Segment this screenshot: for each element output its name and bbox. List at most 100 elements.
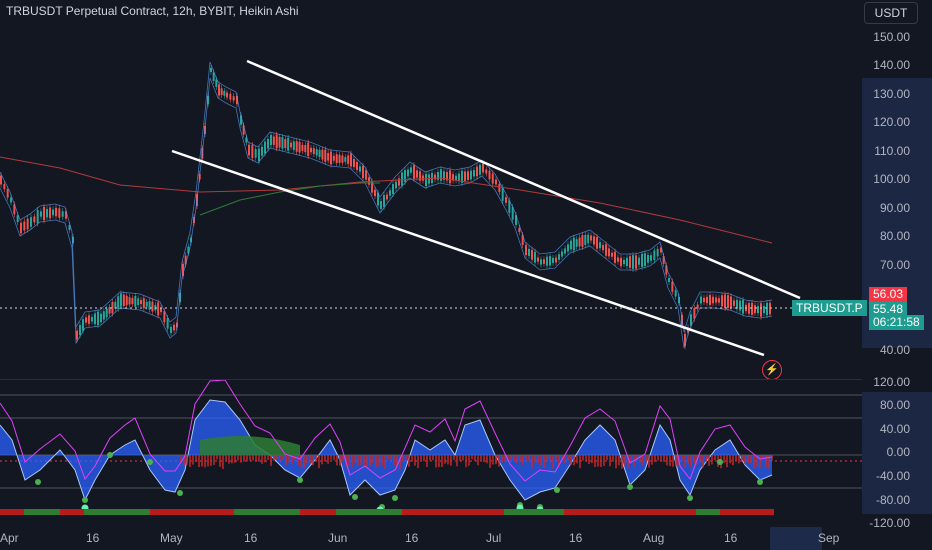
state-bar-segment: [714, 509, 720, 515]
candle-body: [347, 155, 350, 164]
histogram-bar: [702, 455, 704, 468]
candle-body: [561, 251, 563, 257]
state-bar-segment: [726, 509, 732, 515]
histogram-bar: [615, 455, 617, 469]
candle-body: [567, 244, 569, 252]
histogram-bar: [555, 455, 557, 460]
state-bar-segment: [438, 509, 444, 515]
state-bar-segment: [768, 509, 774, 515]
histogram-bar: [492, 455, 494, 465]
histogram-bar: [450, 455, 452, 466]
histogram-bar: [513, 455, 515, 461]
state-bar-segment: [48, 509, 54, 515]
histogram-bar: [288, 455, 290, 463]
histogram-bar: [729, 455, 731, 464]
histogram-bar: [588, 455, 590, 465]
histogram-bar: [660, 455, 662, 461]
histogram-bar: [606, 455, 608, 460]
candle-body: [413, 165, 415, 179]
histogram-bar: [516, 455, 518, 463]
candle-body: [49, 207, 51, 219]
histogram-bar: [417, 455, 419, 469]
state-bar-segment: [72, 509, 78, 515]
candle-body: [36, 209, 39, 224]
candle-body: [128, 297, 131, 305]
state-bar-segment: [198, 509, 204, 515]
state-bar-segment: [132, 509, 138, 515]
candle-body: [684, 333, 686, 347]
candle-body: [455, 175, 457, 181]
state-bar-segment: [492, 509, 498, 515]
state-bar-segment: [624, 509, 630, 515]
time-tick-label: 16: [569, 531, 583, 545]
candle-body: [218, 84, 220, 96]
histogram-bar: [318, 455, 320, 469]
candle-body: [531, 249, 533, 260]
histogram-bar: [675, 455, 677, 467]
candle-body: [508, 200, 511, 213]
histogram-bar: [690, 455, 692, 467]
candle-body: [696, 304, 699, 309]
candle-body: [0, 175, 2, 185]
histogram-bar: [306, 455, 308, 464]
pane-separator[interactable]: [0, 379, 862, 380]
candle-body: [730, 296, 732, 308]
histogram-bar: [621, 455, 623, 469]
state-bar-segment: [660, 509, 666, 515]
lightning-icon[interactable]: ⚡: [762, 360, 782, 380]
candle-body: [68, 225, 71, 230]
candle-body: [145, 301, 148, 307]
histogram-bar: [537, 455, 539, 464]
state-bar-segment: [498, 509, 504, 515]
histogram-bar: [540, 455, 542, 466]
histogram-bar: [726, 455, 728, 468]
state-bar-segment: [516, 509, 522, 515]
histogram-bar: [429, 455, 431, 461]
candle-body: [16, 215, 19, 223]
candle-body: [766, 302, 768, 316]
price-tick-label: 120.00: [873, 115, 910, 129]
candle-body: [452, 174, 454, 181]
candle-body: [295, 141, 298, 152]
candle-body: [742, 299, 744, 314]
histogram-bar: [198, 455, 200, 468]
trendline-upper: [246, 59, 801, 300]
histogram-bar: [327, 455, 329, 464]
histogram-bar: [765, 455, 767, 468]
histogram-bar: [474, 455, 476, 462]
candle-body: [270, 134, 272, 146]
candle-body: [374, 189, 376, 197]
histogram-bar: [762, 455, 764, 460]
histogram-bar: [750, 455, 752, 464]
histogram-bar: [597, 455, 599, 467]
state-bar-segment: [444, 509, 450, 515]
histogram-bar: [354, 455, 356, 463]
candle-body: [485, 169, 488, 174]
candle-body: [498, 183, 501, 193]
state-bar-segment: [390, 509, 396, 515]
histogram-bar: [393, 455, 395, 466]
state-bar-segment: [684, 509, 690, 515]
oscillator-tick-label: 40.00: [879, 422, 910, 436]
state-bar-segment: [738, 509, 744, 515]
candle-body: [718, 298, 720, 303]
histogram-bar: [336, 455, 338, 466]
currency-button[interactable]: USDT: [864, 2, 918, 24]
chart-title: TRBUSDT Perpetual Contract, 12h, BYBIT, …: [6, 4, 299, 18]
candle-body: [173, 324, 175, 331]
histogram-bar: [291, 455, 293, 465]
candle-body: [292, 141, 295, 151]
candle-body: [482, 163, 484, 173]
candle-body: [134, 295, 137, 307]
candle-body: [638, 257, 640, 265]
histogram-bar: [531, 455, 533, 469]
candle-body: [736, 299, 738, 309]
histogram-bar: [285, 455, 287, 465]
candle-body: [570, 240, 572, 250]
histogram-bar: [501, 455, 503, 463]
state-bar-segment: [546, 509, 552, 515]
histogram-bar: [693, 455, 695, 464]
histogram-bar: [261, 455, 263, 464]
histogram-bar: [657, 455, 659, 461]
